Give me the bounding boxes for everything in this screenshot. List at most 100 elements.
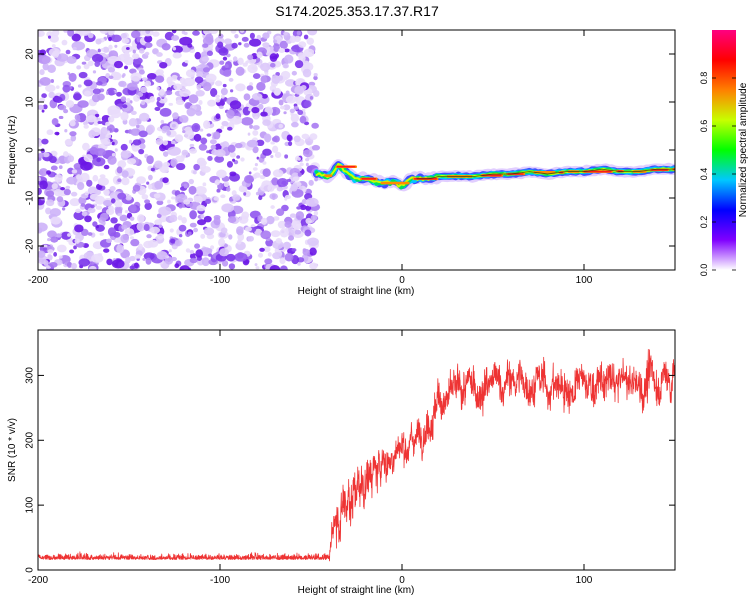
- noise-blob: [96, 157, 101, 163]
- noise-blob: [38, 170, 44, 175]
- noise-blob: [126, 97, 131, 103]
- noise-blob: [237, 57, 244, 65]
- noise-blob: [105, 121, 111, 127]
- noise-blob: [313, 89, 320, 97]
- noise-blob: [222, 69, 232, 77]
- noise-blob: [133, 262, 139, 269]
- noise-blob: [304, 229, 312, 237]
- noise-blob: [279, 40, 288, 49]
- snr-series-line: [38, 348, 675, 562]
- noise-blob: [302, 68, 312, 78]
- noise-blob: [125, 195, 132, 201]
- noise-blob: [229, 197, 234, 202]
- noise-blob: [129, 68, 137, 74]
- noise-blob: [92, 70, 97, 74]
- noise-blob: [116, 91, 122, 97]
- noise-blob: [192, 30, 200, 36]
- noise-blob: [136, 176, 146, 184]
- noise-blob: [97, 117, 101, 122]
- noise-blob: [120, 96, 127, 102]
- noise-blob: [83, 63, 90, 70]
- noise-blob: [196, 204, 206, 212]
- noise-blob: [243, 93, 251, 101]
- noise-blob: [260, 111, 268, 117]
- noise-blob: [117, 213, 123, 217]
- noise-blob: [309, 247, 317, 256]
- noise-blob: [307, 30, 318, 36]
- noise-blob: [309, 95, 314, 100]
- noise-blob: [279, 265, 288, 270]
- noise-blob: [124, 65, 128, 70]
- noise-blob: [291, 121, 299, 128]
- noise-blob: [193, 133, 202, 142]
- noise-blob: [51, 183, 58, 190]
- colorbar-tick-label: 0.4: [699, 168, 709, 181]
- noise-blob: [259, 175, 266, 180]
- noise-blob: [114, 148, 118, 152]
- noise-blob: [94, 60, 101, 67]
- noise-blob: [277, 220, 287, 229]
- noise-blob: [241, 36, 249, 42]
- noise-blob: [270, 141, 276, 145]
- noise-blob: [302, 248, 310, 256]
- noise-blob: [226, 160, 234, 168]
- noise-blob: [177, 215, 183, 221]
- noise-blob: [49, 156, 57, 164]
- noise-blob: [72, 46, 77, 51]
- noise-blob: [138, 148, 145, 155]
- noise-blob: [156, 251, 168, 260]
- noise-blob: [206, 50, 214, 57]
- noise-blob: [229, 151, 236, 158]
- y-tick-label: 300: [25, 367, 36, 384]
- noise-blob: [272, 169, 284, 178]
- noise-blob: [270, 230, 281, 238]
- snr-x-label: Height of straight line (km): [298, 585, 415, 596]
- noise-blob: [202, 182, 207, 187]
- noise-blob: [95, 113, 100, 118]
- noise-blob: [260, 230, 272, 240]
- noise-blob: [213, 216, 221, 226]
- colorbar-tick-label: 0.8: [699, 72, 709, 85]
- noise-blob: [232, 158, 236, 162]
- noise-blob: [146, 181, 150, 185]
- noise-blob: [42, 62, 49, 71]
- noise-blob: [299, 204, 307, 211]
- noise-blob: [95, 38, 102, 45]
- noise-blob: [252, 167, 258, 171]
- y-tick-label: 20: [25, 48, 36, 60]
- noise-blob: [275, 208, 285, 216]
- noise-blob: [202, 43, 209, 48]
- noise-blob: [87, 232, 93, 236]
- noise-blob: [195, 249, 203, 258]
- noise-blob: [113, 60, 124, 69]
- noise-blob: [38, 187, 42, 195]
- noise-blob: [156, 96, 161, 102]
- noise-blob: [297, 109, 304, 116]
- noise-blob: [106, 238, 112, 244]
- noise-blob: [70, 134, 77, 142]
- noise-blob: [96, 81, 103, 86]
- noise-blob: [193, 227, 199, 233]
- noise-blob: [128, 118, 138, 127]
- noise-blob: [38, 250, 46, 259]
- noise-blob: [39, 180, 48, 190]
- noise-blob: [289, 35, 297, 44]
- x-tick-label: -100: [210, 275, 230, 286]
- noise-blob: [90, 204, 95, 209]
- noise-blob: [293, 225, 298, 230]
- noise-blob: [248, 38, 262, 47]
- noise-blob: [221, 120, 229, 127]
- noise-blob: [285, 95, 297, 104]
- noise-blob: [117, 192, 127, 200]
- noise-blob: [265, 215, 275, 225]
- noise-blob: [276, 186, 284, 192]
- noise-blob: [229, 100, 242, 110]
- noise-blob: [155, 75, 165, 83]
- noise-blob: [141, 194, 149, 200]
- noise-blob: [66, 176, 78, 185]
- noise-blob: [165, 90, 173, 96]
- noise-blob: [130, 45, 139, 52]
- noise-blob: [63, 30, 69, 33]
- noise-blob: [228, 263, 236, 270]
